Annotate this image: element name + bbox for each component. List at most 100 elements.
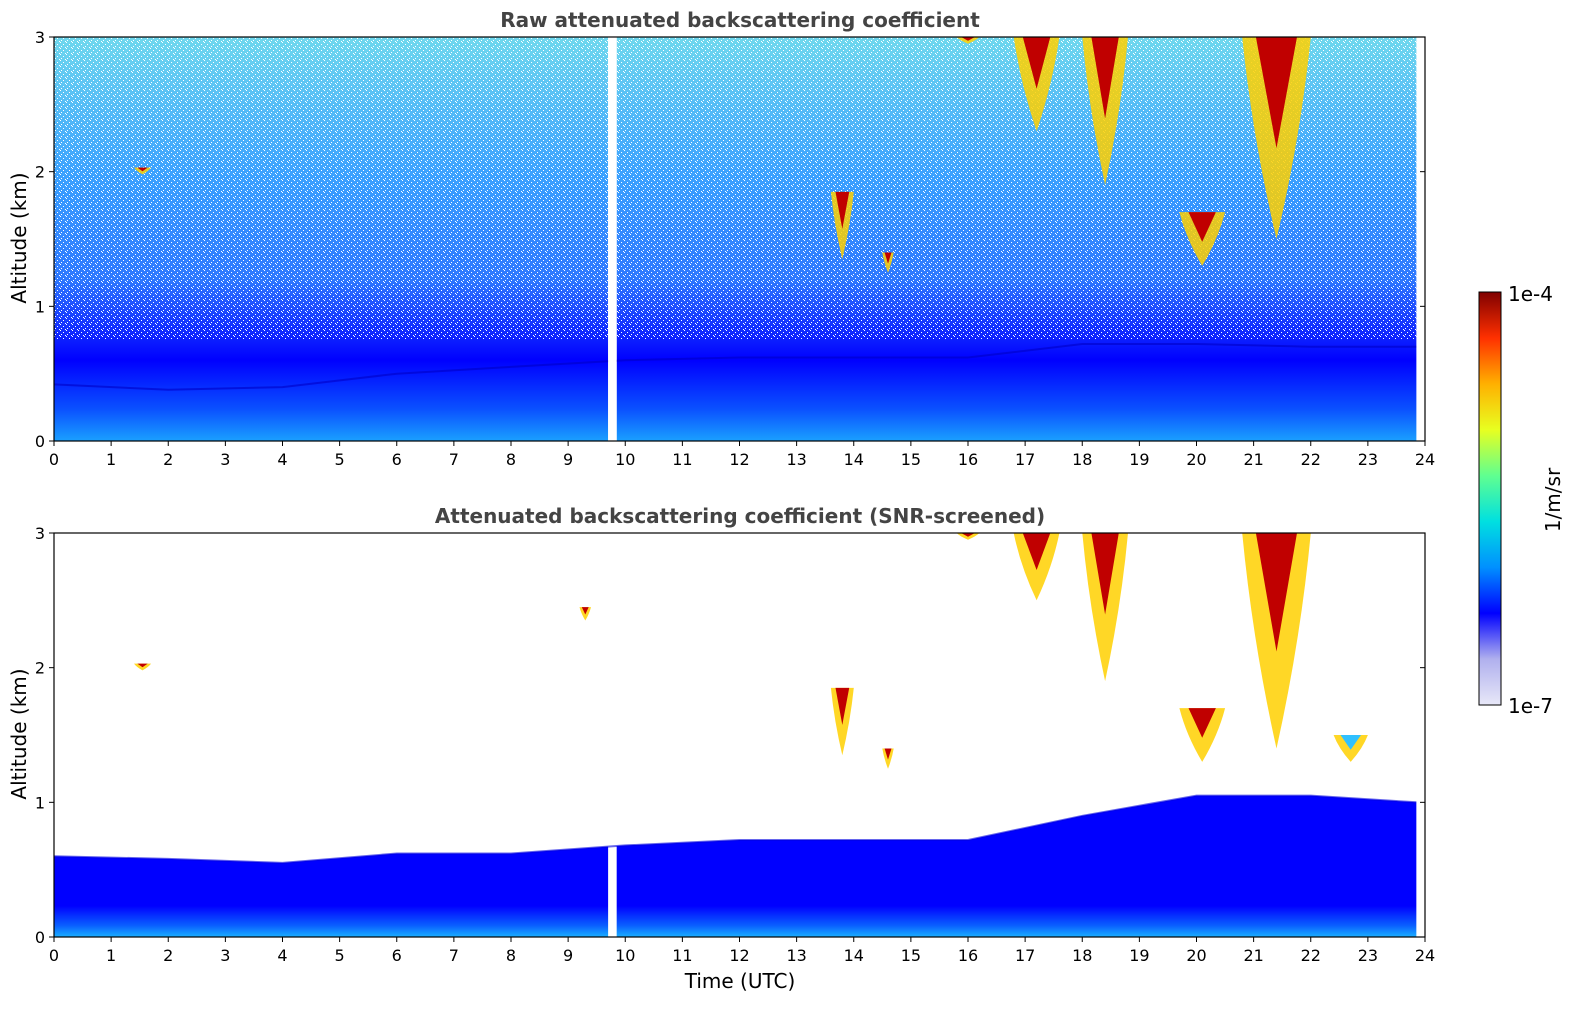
x-tick-label: 7	[449, 450, 459, 469]
panel-raw: Raw attenuated backscattering coefficien…	[7, 8, 1435, 469]
x-tick-label: 17	[1015, 946, 1035, 965]
cloud-feature-core	[1091, 37, 1119, 119]
y-tick-label: 0	[35, 928, 45, 947]
y-tick-label: 1	[35, 793, 45, 812]
x-tick-label: 15	[901, 450, 921, 469]
boundary-layer-top-line	[53, 794, 1417, 864]
cloud-feature-core	[1091, 533, 1119, 615]
x-tick-label: 11	[672, 450, 692, 469]
colorbar-gradient	[1478, 291, 1502, 706]
x-tick-label: 21	[1243, 946, 1263, 965]
cloud-feature-core	[1255, 37, 1297, 149]
colorbar-min-label: 1e-7	[1508, 694, 1553, 718]
x-tick-label: 19	[1129, 946, 1149, 965]
x-tick-label: 24	[1415, 450, 1435, 469]
panel-screened: Attenuated backscattering coefficient (S…	[7, 504, 1435, 993]
x-tick-label: 3	[220, 946, 230, 965]
y-tick-label: 2	[35, 659, 45, 678]
boundary-layer-signal	[54, 795, 1417, 937]
heatmap-screened	[53, 533, 1425, 937]
y-axis-label-screened: Altitude (km)	[7, 668, 31, 799]
x-tick-label: 22	[1301, 946, 1321, 965]
x-tick-label: 11	[672, 946, 692, 965]
x-tick-label: 19	[1129, 450, 1149, 469]
x-tick-label: 10	[615, 450, 635, 469]
cloud-feature-core	[835, 687, 850, 725]
x-tick-label: 6	[392, 946, 402, 965]
x-tick-label: 4	[277, 946, 287, 965]
x-tick-label: 23	[1358, 946, 1378, 965]
x-tick-label: 5	[335, 450, 345, 469]
noise-speckle	[54, 37, 1417, 340]
x-tick-label: 14	[844, 450, 864, 469]
cloud-feature-core	[1022, 37, 1051, 89]
x-tick-label: 3	[220, 450, 230, 469]
chart-title-raw: Raw attenuated backscattering coefficien…	[500, 8, 980, 32]
y-tick-label: 3	[35, 28, 45, 47]
data-gap	[608, 533, 617, 937]
x-tick-label: 8	[506, 450, 516, 469]
x-tick-label: 21	[1243, 450, 1263, 469]
cloud-feature-core	[137, 663, 148, 668]
x-tick-label: 9	[563, 450, 573, 469]
x-tick-label: 8	[506, 946, 516, 965]
x-tick-label: 15	[901, 946, 921, 965]
x-tick-label: 16	[958, 946, 978, 965]
x-tick-label: 13	[786, 450, 806, 469]
cloud-feature-core	[961, 533, 975, 537]
boundary-layer-top-line	[53, 343, 1417, 391]
x-tick-label: 18	[1072, 946, 1092, 965]
y-tick-label: 0	[35, 432, 45, 451]
x-tick-label: 2	[163, 450, 173, 469]
cloud-feature-core	[961, 37, 975, 41]
x-tick-label: 10	[615, 946, 635, 965]
colorbar-bar	[1478, 291, 1502, 706]
x-tick-label: 23	[1358, 450, 1378, 469]
axes-screened: 0 1 2 3 4 5 6 7 8 9 10 11 12 13 14 15 16 17 18 19 20 21 22 23 24…	[35, 524, 1435, 965]
x-tick-label: 0	[49, 450, 59, 469]
x-tick-label: 12	[729, 450, 749, 469]
no-data-end	[1416, 37, 1425, 441]
x-tick-label: 16	[958, 450, 978, 469]
cloud-feature-core	[1255, 533, 1297, 652]
x-tick-label: 1	[106, 450, 116, 469]
x-tick-label: 7	[449, 946, 459, 965]
x-tick-label: 20	[1186, 946, 1206, 965]
data-gap	[608, 37, 617, 441]
cloud-feature-core	[1188, 212, 1216, 242]
x-tick-label: 22	[1301, 450, 1321, 469]
cloud-feature-core	[581, 607, 589, 615]
x-axis-label: Time (UTC)	[684, 969, 796, 993]
cloud-feature-core	[884, 252, 892, 264]
x-tick-label: 13	[786, 946, 806, 965]
axes-raw: 0 1 2 3 4 5 6 7 8 9 10 11 12 13 14 15 16 17 18 19 20 21 22 23 24…	[35, 28, 1435, 469]
y-tick-label: 3	[35, 524, 45, 543]
cloud-feature-core	[1022, 533, 1051, 570]
x-tick-label: 17	[1015, 450, 1035, 469]
y-tick-label: 1	[35, 297, 45, 316]
x-tick-label: 1	[106, 946, 116, 965]
x-tick-label: 12	[729, 946, 749, 965]
heatmap-raw	[53, 37, 1425, 441]
x-tick-label: 14	[844, 946, 864, 965]
x-tick-label: 4	[277, 450, 287, 469]
y-tick-label: 2	[35, 163, 45, 182]
x-tick-label: 24	[1415, 946, 1435, 965]
cloud-feature-core	[1188, 708, 1216, 738]
chart-title-screened: Attenuated backscattering coefficient (S…	[435, 504, 1045, 528]
y-axis-label-raw: Altitude (km)	[7, 172, 31, 303]
x-tick-label: 2	[163, 946, 173, 965]
x-tick-label: 9	[563, 946, 573, 965]
colorbar-max-label: 1e-4	[1508, 282, 1553, 306]
x-tick-label: 18	[1072, 450, 1092, 469]
colorbar: 1e-4 1e-7 1/m/sr	[1478, 282, 1565, 718]
x-tick-label: 5	[335, 946, 345, 965]
cloud-feature-core	[835, 191, 850, 229]
x-tick-label: 20	[1186, 450, 1206, 469]
colorbar-unit-label: 1/m/sr	[1541, 467, 1565, 532]
x-tick-label: 0	[49, 946, 59, 965]
no-data-end	[1416, 533, 1425, 937]
cloud-feature-core	[1340, 735, 1361, 750]
cloud-feature-core	[884, 748, 892, 760]
